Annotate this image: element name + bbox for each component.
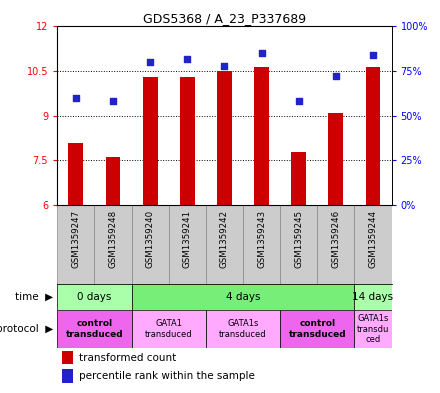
Bar <box>57 205 94 284</box>
Bar <box>57 284 132 310</box>
Point <box>221 62 228 69</box>
Bar <box>355 284 392 310</box>
Bar <box>280 310 355 348</box>
Text: protocol  ▶: protocol ▶ <box>0 324 53 334</box>
Bar <box>106 158 121 205</box>
Bar <box>243 205 280 284</box>
Text: GSM1359240: GSM1359240 <box>146 210 154 268</box>
Bar <box>62 369 73 383</box>
Bar <box>57 310 132 348</box>
Text: control
transduced: control transduced <box>289 320 346 339</box>
Point <box>184 55 191 62</box>
Text: 4 days: 4 days <box>226 292 260 302</box>
Text: time  ▶: time ▶ <box>15 292 53 302</box>
Title: GDS5368 / A_23_P337689: GDS5368 / A_23_P337689 <box>143 12 306 25</box>
Text: GSM1359243: GSM1359243 <box>257 210 266 268</box>
Bar <box>132 284 355 310</box>
Text: GSM1359245: GSM1359245 <box>294 210 303 268</box>
Bar <box>132 205 169 284</box>
Bar <box>355 310 392 348</box>
Point <box>110 98 117 105</box>
Point <box>295 98 302 105</box>
Point <box>72 95 79 101</box>
Bar <box>206 310 280 348</box>
Text: GSM1359242: GSM1359242 <box>220 210 229 268</box>
Text: 14 days: 14 days <box>352 292 394 302</box>
Bar <box>206 205 243 284</box>
Text: GATA1s
transduced: GATA1s transduced <box>219 320 267 339</box>
Point <box>147 59 154 65</box>
Bar <box>291 151 306 205</box>
Text: GSM1359248: GSM1359248 <box>108 210 117 268</box>
Bar <box>180 77 194 205</box>
Text: GSM1359246: GSM1359246 <box>331 210 341 268</box>
Text: GSM1359247: GSM1359247 <box>71 210 80 268</box>
Bar <box>169 205 206 284</box>
Bar <box>217 71 232 205</box>
Point <box>332 73 339 79</box>
Bar <box>254 66 269 205</box>
Bar <box>317 205 355 284</box>
Text: GATA1
transduced: GATA1 transduced <box>145 320 192 339</box>
Text: GSM1359244: GSM1359244 <box>369 210 378 268</box>
Bar <box>132 310 206 348</box>
Point <box>258 50 265 56</box>
Bar <box>68 143 83 205</box>
Text: transformed count: transformed count <box>79 353 176 363</box>
Bar <box>94 205 132 284</box>
Text: GATA1s
transdu
ced: GATA1s transdu ced <box>357 314 389 344</box>
Bar <box>355 205 392 284</box>
Bar <box>366 66 381 205</box>
Bar <box>62 351 73 364</box>
Point <box>370 52 377 58</box>
Text: GSM1359241: GSM1359241 <box>183 210 192 268</box>
Text: control
transduced: control transduced <box>66 320 123 339</box>
Bar <box>328 113 343 205</box>
Bar <box>143 77 158 205</box>
Text: percentile rank within the sample: percentile rank within the sample <box>79 371 255 382</box>
Text: 0 days: 0 days <box>77 292 112 302</box>
Bar <box>280 205 317 284</box>
